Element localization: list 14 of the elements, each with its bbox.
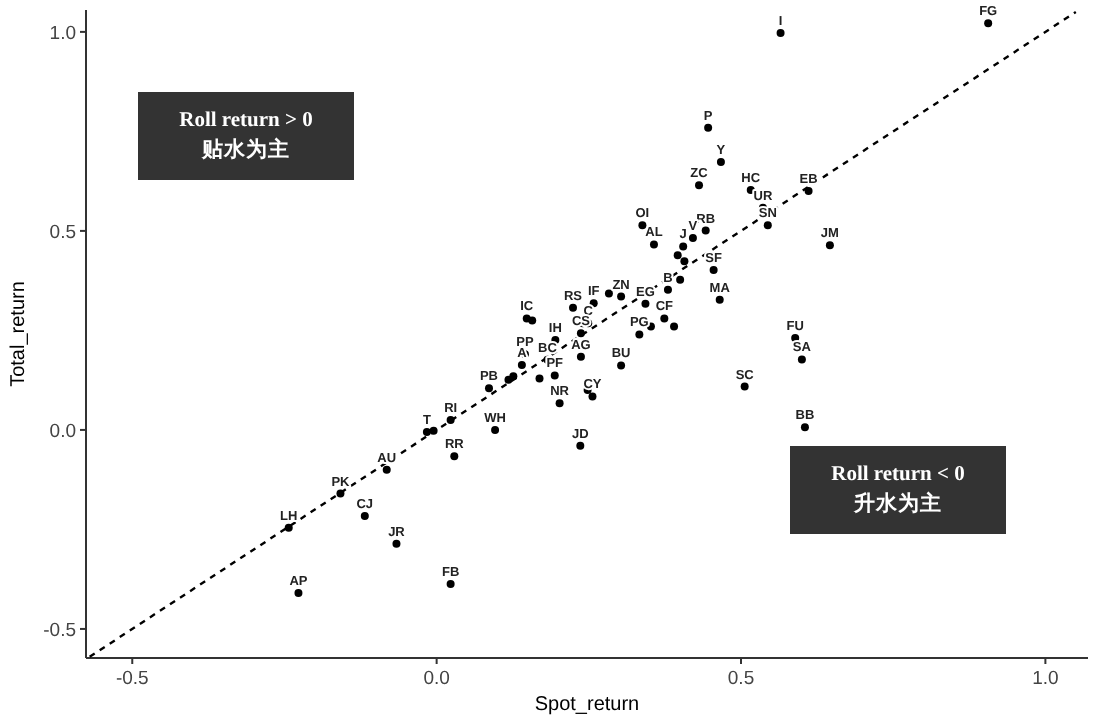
y-tick-label: 1.0 — [49, 22, 76, 45]
y-tick-label: -0.5 — [43, 619, 76, 642]
x-tick-label: 1.0 — [1032, 668, 1059, 690]
x-tick-label: -0.5 — [115, 668, 149, 690]
annotation: Roll return < 0 升水为主 — [831, 464, 965, 516]
y-tick-label: 0.0 — [49, 420, 76, 443]
annotation: Roll return > 0 贴水为主 — [179, 110, 313, 162]
y-tick-label: 0.5 — [49, 221, 76, 244]
text-box: Roll return > 0 贴水为主 — [138, 92, 354, 180]
x-tick-label: 0.0 — [423, 668, 450, 690]
x-tick-label: 0.5 — [727, 668, 755, 690]
text-box: Roll return < 0 升水为主 — [790, 446, 1006, 534]
y-axis-title: Total_return — [8, 281, 30, 387]
x-axis-title: Spot_return — [534, 694, 640, 716]
